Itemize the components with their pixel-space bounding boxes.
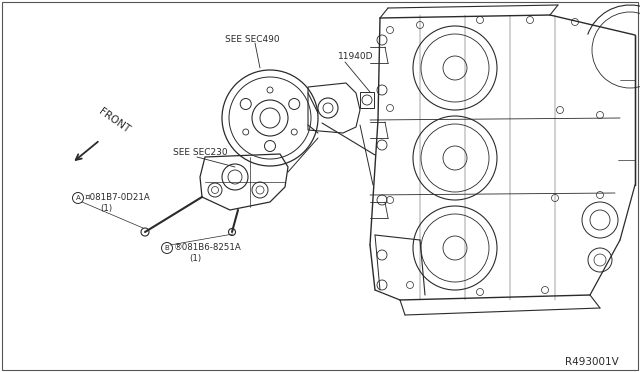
- Text: SEE SEC490: SEE SEC490: [225, 35, 280, 44]
- Text: FRONT: FRONT: [97, 107, 132, 135]
- Text: A: A: [76, 195, 81, 201]
- Text: ®081B6-8251A: ®081B6-8251A: [174, 243, 242, 252]
- Text: SEE SEC230: SEE SEC230: [173, 148, 228, 157]
- Polygon shape: [200, 154, 288, 210]
- Polygon shape: [360, 92, 374, 108]
- Text: (1): (1): [100, 204, 112, 213]
- Text: 11940D: 11940D: [338, 52, 374, 61]
- Text: (1): (1): [189, 254, 201, 263]
- Polygon shape: [308, 83, 360, 133]
- Text: B: B: [164, 245, 170, 251]
- Text: R493001V: R493001V: [565, 357, 619, 367]
- Text: ¤081B7-0D21A: ¤081B7-0D21A: [85, 193, 151, 202]
